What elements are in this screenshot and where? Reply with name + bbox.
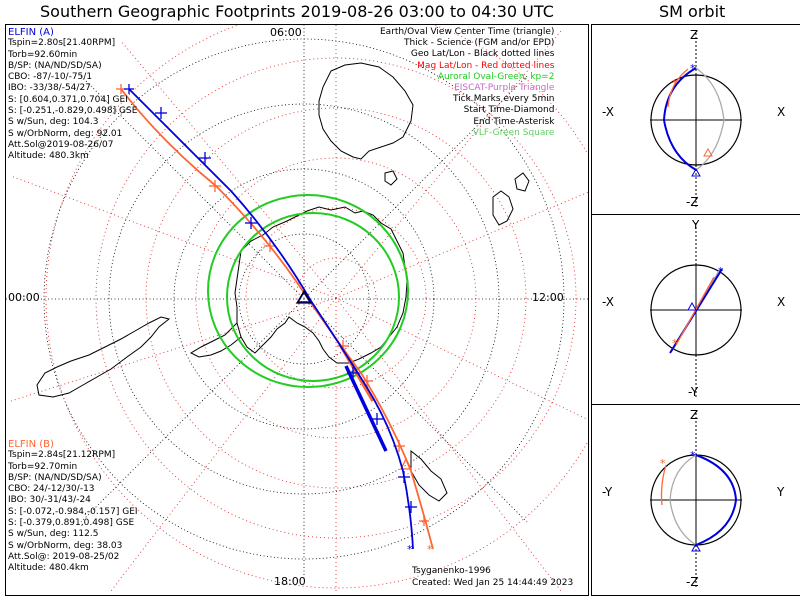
new-zealand-coastline xyxy=(492,172,530,226)
axis-label-left: -Y xyxy=(602,485,613,499)
axis-label-left: -X xyxy=(602,295,614,309)
africa-coastline xyxy=(410,449,448,502)
orbit-panel-xy: * * Y -Y -X X xyxy=(591,214,800,406)
time-label-right: 12:00 xyxy=(532,291,564,304)
view-center-triangle xyxy=(295,289,313,304)
elfin-a-line: Altitude: 480.3km xyxy=(8,151,89,162)
elfin-a-line: CBO: -87/-10/-75/1 xyxy=(8,72,93,83)
geo-grid xyxy=(6,25,588,581)
axis-label-left: -X xyxy=(602,105,614,119)
elfin-a-line: IBO: -33/38/-54/27 xyxy=(8,83,91,94)
mag-grid xyxy=(10,25,588,592)
elfin-a-line: Tspin=2.80s[21.40RPM] xyxy=(8,38,116,49)
svg-text:*: * xyxy=(427,543,433,556)
elfin-b-line: IBO: 30/-31/43/-24 xyxy=(8,495,91,506)
axis-label-right: X xyxy=(777,295,786,309)
axis-label-bottom: -Z xyxy=(686,195,699,209)
legend-entry: Auroral Oval-Green, kp=2 xyxy=(437,71,555,82)
elfin-a-line: Att.Sol@2019-08-26/07 xyxy=(8,139,114,150)
orbit-plot-xz: * * xyxy=(650,33,742,207)
axis-label-bottom: -Y xyxy=(688,385,699,399)
footprint-map-panel: * * 06 xyxy=(5,24,589,596)
antarctica-coastline xyxy=(234,206,408,364)
time-label-left: 00:00 xyxy=(8,291,40,304)
elfin-b-line: Torb=92.70min xyxy=(8,461,78,472)
legend-entry: Geo Lat/Lon - Black dotted lines xyxy=(410,49,555,60)
footprint-map: * * xyxy=(6,25,588,592)
axis-label-top: Z xyxy=(690,408,699,422)
elfin-a-info: ELFIN (A) Tspin=2.80s[21.40RPM] Torb=92.… xyxy=(8,27,137,163)
axis-label-right: Y xyxy=(777,485,785,499)
elfin-a-line: S w/Sun, deg: 104.3 xyxy=(8,117,99,128)
australia-coastline xyxy=(318,62,414,160)
axis-label-top: Z xyxy=(690,28,699,42)
orbit-plot-yz: * * xyxy=(650,413,742,587)
elfin-b-line: S: [-0.379,0.891,0.498] GSE xyxy=(8,518,135,529)
legend-entry: EISCAT-Purple Triangle xyxy=(454,83,555,94)
time-label-bottom: 18:00 xyxy=(274,575,306,588)
svg-text:*: * xyxy=(690,62,696,75)
elfin-b-line: Att.Sol@: 2019-08-25/02 xyxy=(8,551,120,562)
legend-entry: Earth/Oval View Center Time (triangle) xyxy=(380,27,555,37)
antarctic-peninsula xyxy=(189,322,242,358)
auroral-oval xyxy=(207,194,409,388)
elfin-b-info: ELFIN (B) Tspin=2.84s[21.12RPM] Torb=92.… xyxy=(8,439,138,575)
main-title: Southern Geographic Footprints 2019-08-2… xyxy=(40,2,554,21)
elfin-b-name: ELFIN (B) xyxy=(8,439,54,450)
orbit-panel-yz: * * Z -Z -Y Y xyxy=(591,404,800,596)
elfin-a-name: ELFIN (A) xyxy=(8,27,54,38)
svg-text:*: * xyxy=(672,77,678,90)
legend-entry: End Time-Asterisk xyxy=(473,116,555,127)
svg-text:*: * xyxy=(690,449,696,462)
elfin-a-line: Torb=92.60min xyxy=(8,49,78,60)
legend-entry: Start Time-Diamond xyxy=(463,105,555,116)
elfin-a-line: B/SP: (NA/ND/SD/SA) xyxy=(8,60,102,71)
axis-label-bottom: -Z xyxy=(686,575,699,589)
svg-text:*: * xyxy=(407,543,413,556)
svg-text:*: * xyxy=(718,265,724,278)
svg-text:*: * xyxy=(672,337,678,350)
elfin-a-line: S w/OrbNorm, deg: 92.01 xyxy=(8,128,123,139)
elfin-b-line: CBO: 24/-12/30/-13 xyxy=(8,484,95,495)
elfin-b-line: Tspin=2.84s[21.12RPM] xyxy=(8,450,116,461)
elfin-a-line: S: [0.604,0.371,0.704] GEI xyxy=(8,94,128,105)
tasmania-coastline xyxy=(384,170,398,186)
legend-entry: Thick - Science (FGM and/or EPD) xyxy=(403,38,555,49)
legend-entry: Tick Marks every 5min xyxy=(452,94,555,105)
time-label-top: 06:00 xyxy=(270,26,302,39)
elfin-b-line: S: [-0.072,-0.984,-0.157] GEI xyxy=(8,506,138,517)
elfin-a-line: S: [-0.251,-0.829,0.498] GSE xyxy=(8,106,138,117)
map-legend: Earth/Oval View Center Time (triangle) T… xyxy=(380,27,554,139)
orbit-title: SM orbit xyxy=(659,2,726,21)
elfin-b-line: S w/OrbNorm, deg: 38.03 xyxy=(8,540,123,551)
axis-label-top: Y xyxy=(692,218,700,232)
legend-entry: Mag Lat/Lon - Red dotted lines xyxy=(417,60,555,71)
elfin-b-line: Altitude: 480.4km xyxy=(8,563,89,574)
axis-label-right: X xyxy=(777,105,786,119)
legend-entry: VLF-Green Square xyxy=(472,127,555,138)
orbit-panel-xz: * * Z -Z -X X xyxy=(591,24,800,216)
elfin-b-line: S w/Sun, deg: 112.5 xyxy=(8,529,99,540)
south-america-coastline xyxy=(36,316,171,398)
created-label: Created: Wed Jan 25 14:44:49 2023 xyxy=(412,578,574,588)
svg-text:*: * xyxy=(660,457,666,470)
elfin-b-track: * xyxy=(116,84,434,556)
elfin-b-line: B/SP: (NA/ND/SD/SA) xyxy=(8,472,102,483)
model-label: Tsyganenko-1996 xyxy=(412,566,491,576)
orbit-plot-xy: * * xyxy=(650,223,742,397)
